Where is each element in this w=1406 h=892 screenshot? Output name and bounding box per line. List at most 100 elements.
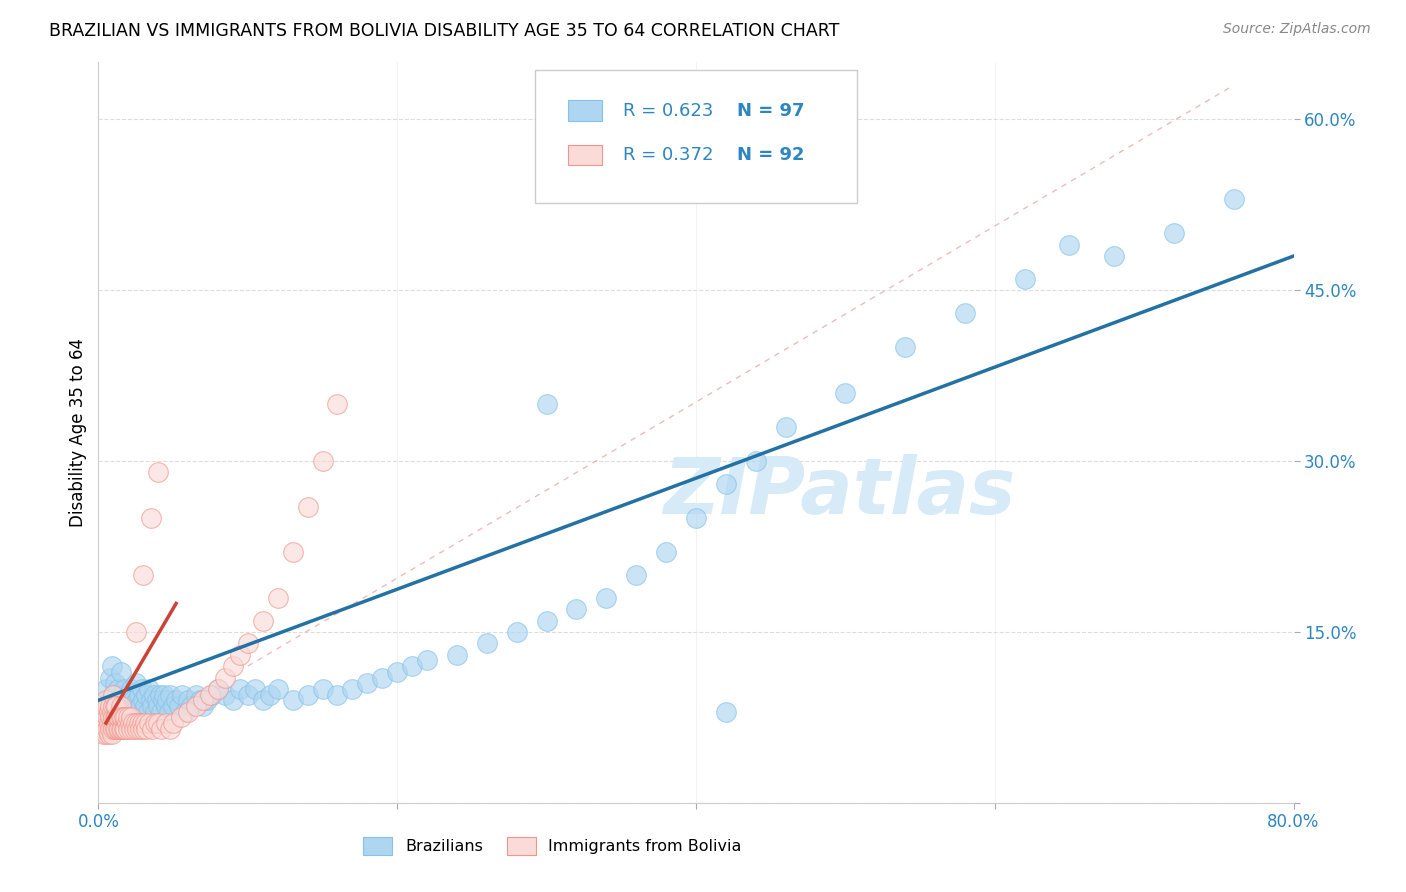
Point [143,716,166,731]
Point [134,716,156,731]
Point [162,698,184,713]
Point [105,710,128,724]
Point [117,710,139,724]
Point [356,676,378,690]
Point [121,716,143,731]
Point [191,693,214,707]
Point [136,705,159,719]
Point [267,681,290,696]
Point [115,716,138,731]
Point [112,722,135,736]
Point [174,705,197,719]
Point [953,306,976,320]
Point [139,693,162,707]
Point [111,710,134,724]
Text: N = 97: N = 97 [737,102,804,120]
Point [111,688,134,702]
Point [1014,272,1036,286]
Point [93,722,115,736]
Point [191,698,214,713]
Point [565,602,588,616]
Point [685,511,707,525]
Point [110,722,132,736]
Point [127,722,149,736]
Point [188,693,211,707]
Point [184,698,207,713]
Point [655,545,678,559]
Point [103,688,125,702]
Point [834,385,856,400]
Point [121,693,143,707]
Point [159,688,181,702]
Point [105,698,128,713]
Point [143,705,166,719]
Point [236,688,259,702]
Point [139,511,162,525]
Point [141,698,163,713]
Point [90,710,112,724]
Point [135,688,157,702]
Point [96,722,118,736]
Point [98,722,122,736]
Point [148,698,170,713]
Point [155,698,177,713]
Point [125,624,148,639]
Point [97,693,120,707]
Point [207,681,229,696]
Point [157,705,180,719]
Point [108,722,131,736]
Point [108,693,131,707]
Point [141,722,163,736]
Point [311,681,333,696]
Point [103,698,125,713]
Point [132,693,155,707]
Point [129,722,152,736]
Point [201,688,224,702]
Point [222,693,245,707]
Point [118,716,141,731]
Point [96,698,118,713]
Point [112,710,135,724]
Point [101,716,124,731]
Point [110,710,132,724]
Point [138,716,160,731]
Point [104,710,127,724]
Point [162,716,184,731]
Point [281,693,304,707]
Point [214,688,236,702]
Point [110,698,132,713]
Point [169,710,191,724]
Point [94,705,117,719]
Point [114,722,136,736]
Point [128,716,150,731]
Point [135,722,157,736]
Text: N = 92: N = 92 [737,146,804,164]
Point [131,681,153,696]
Point [156,693,179,707]
Point [446,648,468,662]
Point [229,681,252,696]
Point [416,653,439,667]
Point [93,710,115,724]
Point [107,710,129,724]
Point [108,710,131,724]
Point [132,568,155,582]
Point [111,722,134,736]
Point [155,716,177,731]
Y-axis label: Disability Age 35 to 64: Disability Age 35 to 64 [69,338,87,527]
Point [236,636,259,650]
Point [177,693,200,707]
Point [91,727,114,741]
Point [184,688,207,702]
Point [1163,227,1185,241]
Point [1104,249,1126,263]
Point [117,688,139,702]
Legend: Brazilians, Immigrants from Bolivia: Brazilians, Immigrants from Bolivia [357,830,748,862]
Point [326,688,349,702]
Point [98,710,122,724]
Point [145,693,167,707]
Point [259,688,281,702]
Point [91,716,114,731]
Point [200,688,222,702]
Point [124,705,146,719]
